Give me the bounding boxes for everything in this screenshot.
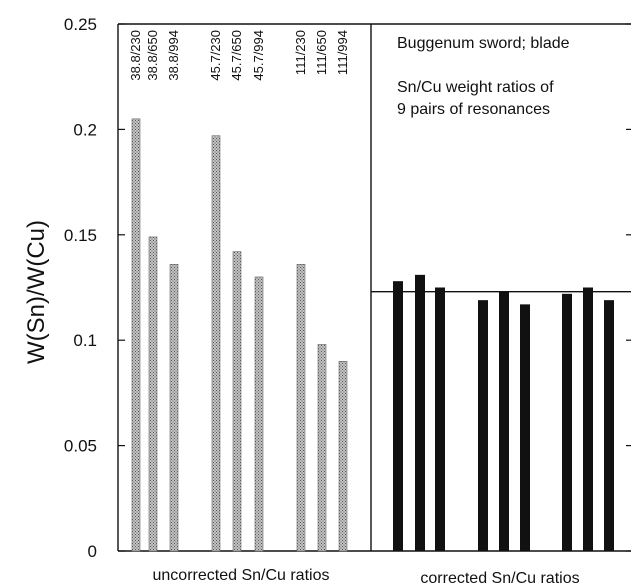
x-axis-label-corrected: corrected Sn/Cu ratios xyxy=(420,570,579,585)
uncorrected-bars xyxy=(131,118,348,552)
bar-category-label: 38.8/994 xyxy=(166,30,181,81)
bar-category-label: 45.7/994 xyxy=(251,30,266,81)
bar-uncorrected xyxy=(211,135,221,552)
bar-category-label: 45.7/230 xyxy=(208,30,223,81)
y-tick-label: 0.2 xyxy=(73,120,97,139)
bar-corrected xyxy=(583,287,593,551)
bar-corrected xyxy=(393,281,403,551)
bar-corrected xyxy=(604,300,614,551)
y-axis-label: W(Sn)/W(Cu) xyxy=(23,220,50,364)
y-tick-label: 0.05 xyxy=(64,437,97,456)
y-tick-label: 0.15 xyxy=(64,226,97,245)
bar-corrected xyxy=(520,304,530,551)
bar-category-label: 38.8/230 xyxy=(128,30,143,81)
bar-uncorrected xyxy=(254,276,264,552)
bar-category-label: 111/650 xyxy=(314,30,329,75)
corrected-bars xyxy=(393,274,614,551)
bar-corrected xyxy=(415,274,425,551)
bar-uncorrected xyxy=(148,236,158,552)
annotation-title: Buggenum sword; blade xyxy=(397,35,570,52)
bar-category-label: 38.8/650 xyxy=(145,30,160,81)
bar-category-label: 111/994 xyxy=(335,30,350,75)
bar-corrected xyxy=(435,287,445,551)
bar-corrected xyxy=(499,291,509,551)
y-tick-label: 0 xyxy=(88,542,97,561)
plot-frame xyxy=(117,23,631,552)
y-tick-label: 0.1 xyxy=(73,331,97,350)
bar-uncorrected xyxy=(296,264,306,552)
bar-uncorrected xyxy=(131,118,141,552)
bar-uncorrected xyxy=(169,264,179,552)
bar-category-labels: 38.8/230 38.8/650 38.8/994 45.7/230 45.7/650… xyxy=(128,30,350,81)
right-panel-ticks xyxy=(626,23,631,552)
annotation-line-1: Sn/Cu weight ratios of xyxy=(397,79,554,96)
y-axis-ticks: 0 0.05 0.1 0.15 0.2 0.25 xyxy=(64,15,125,561)
bar-category-label: 111/230 xyxy=(293,30,308,75)
bar-corrected xyxy=(562,293,572,551)
y-tick-label: 0.25 xyxy=(64,15,97,34)
bar-uncorrected xyxy=(338,360,348,552)
bar-uncorrected xyxy=(317,344,327,552)
x-axis-label-uncorrected: uncorrected Sn/Cu ratios xyxy=(153,567,330,584)
bar-category-label: 45.7/650 xyxy=(229,30,244,81)
annotation-line-2: 9 pairs of resonances xyxy=(397,101,550,118)
bar-uncorrected xyxy=(232,251,242,552)
bar-corrected xyxy=(478,300,488,551)
